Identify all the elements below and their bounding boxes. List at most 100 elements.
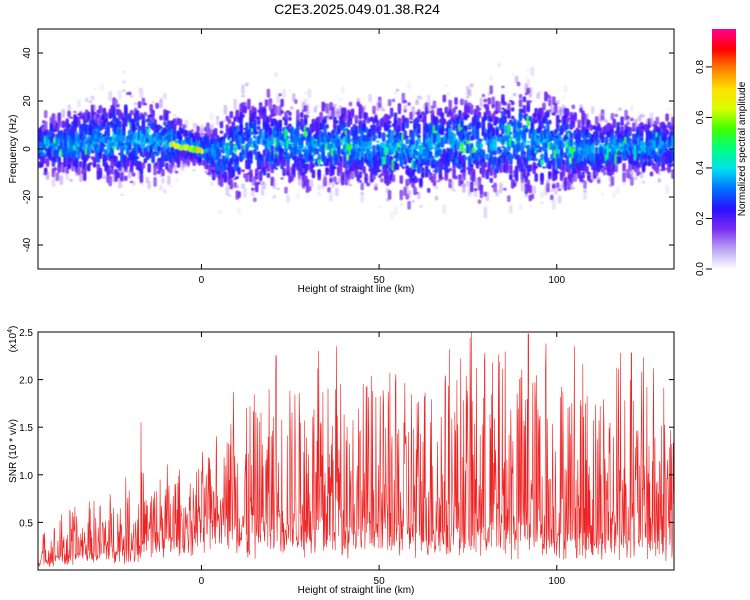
spectrogram-cell	[229, 111, 234, 119]
spectrogram-cell	[612, 190, 617, 199]
spectrogram-cell	[454, 105, 458, 110]
spectrogram-cell	[55, 172, 60, 182]
spectrogram-cell	[49, 124, 54, 128]
spectrogram-cell	[210, 181, 214, 186]
spectrogram-cell	[415, 99, 419, 106]
spectrogram-cell	[550, 194, 554, 201]
spectrogram-cell	[424, 173, 429, 178]
spectrogram-cell	[479, 184, 484, 195]
spectrogram-cell	[55, 150, 60, 159]
spectrogram-cell	[528, 204, 533, 208]
spectrogram-cell	[405, 135, 409, 139]
spectrogram-cell	[557, 119, 562, 123]
spectrogram-cell	[45, 172, 50, 180]
spectrogram-cell	[124, 118, 128, 127]
spectrogram-cell	[284, 186, 288, 194]
spectrogram-cell	[600, 165, 605, 168]
spectrogram-cell	[135, 156, 140, 159]
spectrogram-cell	[417, 134, 421, 138]
spectrogram-cell	[219, 181, 224, 188]
spectrogram-cell	[464, 156, 468, 161]
spectrogram-cell	[522, 168, 527, 178]
spectrogram-cell	[311, 169, 316, 179]
colorbar: 0.0 0.2 0.4 0.6 0.8 Normalized spectral ampl…	[695, 29, 748, 276]
spectrogram-cell	[503, 187, 507, 191]
spectrogram-cell	[208, 174, 212, 177]
spectrogram-cell	[440, 177, 445, 180]
spectrogram-cell	[510, 115, 515, 120]
spectrogram-cell	[172, 114, 177, 117]
spectrogram-cell	[270, 145, 275, 153]
spectrogram-cell	[172, 164, 177, 173]
spectrogram-cell	[663, 167, 667, 171]
spectrogram-cell	[67, 163, 71, 170]
spectrogram-cell	[51, 164, 56, 167]
spectrogram-cell	[157, 170, 161, 175]
spectrogram-cell	[338, 161, 343, 173]
spectrogram-cell	[557, 195, 562, 204]
spectrogram-cell	[530, 66, 535, 76]
spectrogram-cell	[368, 94, 372, 103]
spectrogram-cell	[251, 187, 255, 191]
spectrogram-cell	[540, 191, 544, 198]
spectrogram-cell	[555, 100, 560, 105]
spectrogram-cell	[303, 98, 308, 106]
spectrogram-cell	[522, 139, 527, 142]
spectrogram-cell	[522, 105, 527, 114]
spectrogram-cell	[354, 115, 359, 122]
spectrogram-cell	[241, 183, 245, 189]
spectrogram-cell	[442, 119, 447, 124]
spectrogram-cell	[534, 173, 538, 182]
spectrogram-cell	[641, 114, 646, 118]
spectrogram-cell	[569, 132, 574, 139]
spectrogram-cell	[210, 112, 214, 120]
spectrogram-cell	[469, 163, 474, 167]
spectrogram-cell	[395, 88, 400, 92]
spectrogram-cell	[84, 97, 89, 103]
spectrogram-cell	[299, 112, 304, 118]
y-tick-label: 40	[22, 47, 33, 59]
spectrogram-cell	[426, 102, 431, 111]
spectrogram-cell	[323, 180, 327, 186]
spectrogram-cell	[534, 158, 538, 161]
spectrogram-cell	[614, 113, 619, 118]
spectrogram-cell	[120, 184, 124, 187]
spectrogram-cell	[98, 167, 103, 176]
spectrogram-cell	[168, 185, 173, 189]
spectrogram-cell	[245, 122, 249, 127]
spectrogram-cell	[610, 128, 615, 132]
spectrogram-cell	[92, 104, 97, 111]
spectrogram-cell	[440, 126, 445, 136]
spectrogram-cell	[237, 207, 241, 214]
spectrogram-cell	[346, 178, 351, 186]
spectrogram-cell	[469, 83, 474, 88]
spectrogram-cell	[102, 134, 107, 137]
spectrogram-cell	[213, 128, 218, 137]
spectrogram-cell	[288, 116, 292, 121]
spectrogram-cell	[266, 172, 271, 178]
spectrogram-cell	[340, 86, 345, 94]
spectrogram-cell	[174, 177, 179, 182]
spectrogram-cell	[241, 113, 245, 118]
x-tick-label: 0	[199, 275, 205, 286]
spectrogram-cell	[305, 104, 310, 115]
spectrogram-cell	[507, 108, 511, 119]
spectrogram-cell	[253, 108, 257, 111]
spectrogram-cell	[495, 189, 499, 197]
spectrogram-cell	[524, 193, 529, 198]
spectrogram-cell	[516, 81, 521, 87]
spectrogram-cell	[151, 152, 155, 163]
spectrogram-cell	[256, 125, 261, 130]
spectrogram-cell	[356, 152, 361, 159]
spectrogram-cell	[630, 117, 634, 122]
spectrogram-cell	[553, 187, 558, 195]
spectrogram-cell	[258, 170, 263, 182]
spectrogram-cell	[565, 109, 570, 116]
spectrogram-cell	[165, 162, 169, 170]
spectrogram-cell	[438, 151, 443, 155]
spectrogram-cell	[245, 173, 249, 183]
spectrogram-cell	[362, 105, 366, 111]
spectrogram-cell	[360, 191, 364, 203]
spectrogram-cell	[460, 142, 464, 152]
spectrogram-cell	[329, 154, 333, 165]
